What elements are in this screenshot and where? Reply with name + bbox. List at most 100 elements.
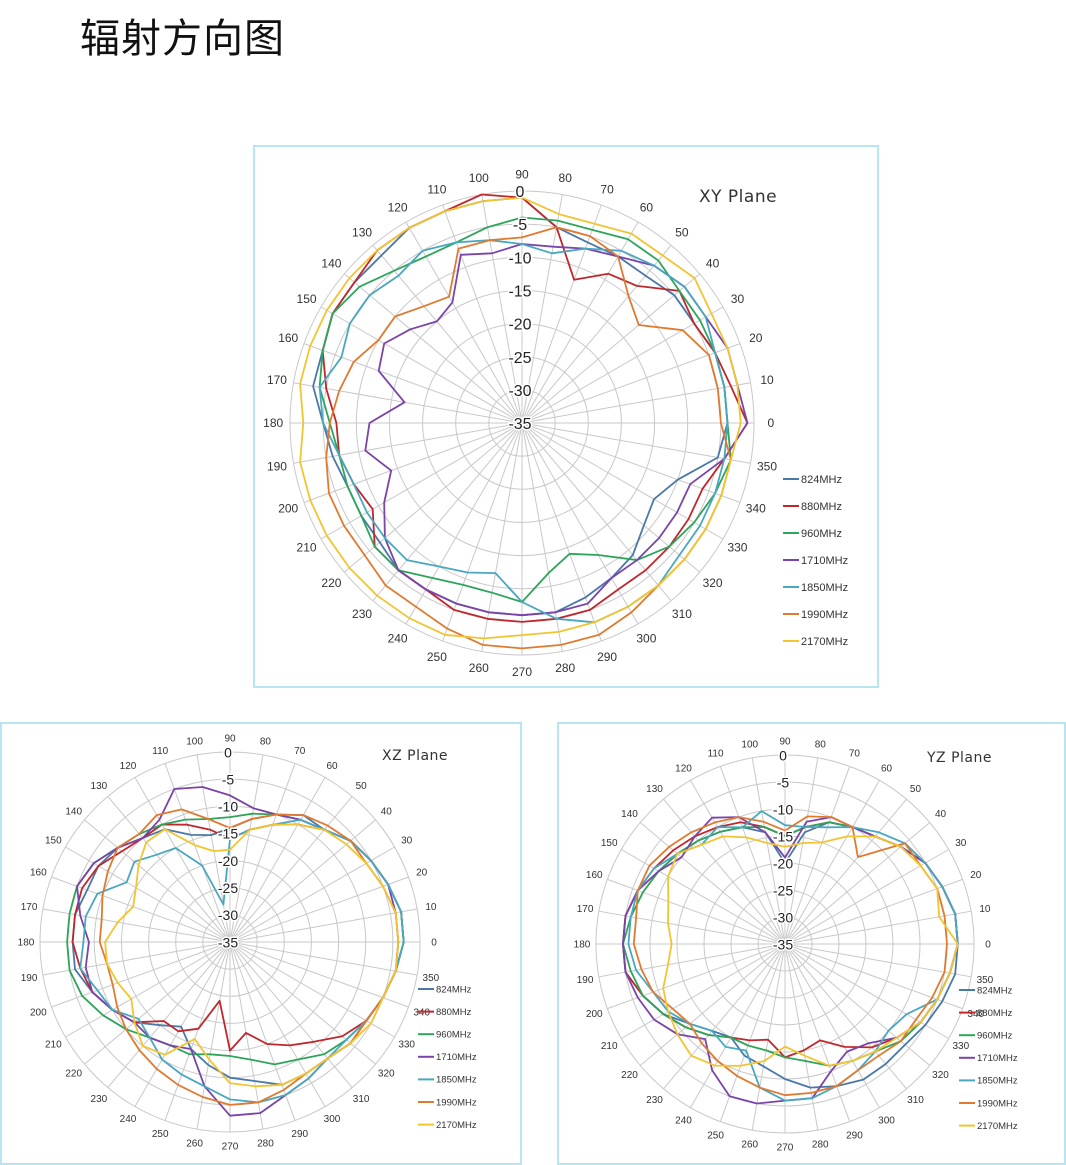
angle-tick-label: 100 xyxy=(741,740,758,751)
angle-tick-label: 40 xyxy=(706,256,720,270)
series-line-2170MHz xyxy=(662,835,959,1067)
grid-spoke xyxy=(751,757,786,945)
angle-tick-label: 310 xyxy=(353,1094,370,1105)
grid-spoke xyxy=(229,908,418,943)
grid-spoke xyxy=(372,244,523,424)
legend-label: 824MHz xyxy=(977,985,1013,996)
angle-tick-label: 70 xyxy=(294,746,306,757)
grid-spoke xyxy=(784,878,963,945)
grid-spoke xyxy=(598,910,786,945)
grid-spoke xyxy=(51,876,231,943)
angle-tick-label: 290 xyxy=(291,1129,308,1140)
grid-spoke xyxy=(303,343,523,424)
angle-tick-label: 0 xyxy=(985,940,991,951)
grid-spoke xyxy=(521,343,741,424)
chart-title: XY Plane xyxy=(699,187,777,207)
angle-tick-label: 100 xyxy=(469,171,489,185)
radial-tick-label: 0 xyxy=(779,747,787,763)
angle-tick-label: 0 xyxy=(767,416,774,430)
angle-tick-label: 280 xyxy=(257,1138,274,1149)
grid-spoke xyxy=(343,273,523,424)
angle-tick-label: 300 xyxy=(878,1115,895,1126)
grid-spoke xyxy=(521,273,701,424)
angle-tick-label: 40 xyxy=(935,809,947,820)
angle-tick-label: 350 xyxy=(757,459,777,473)
angle-tick-label: 340 xyxy=(967,1009,984,1020)
grid-spoke xyxy=(229,941,326,1107)
angle-tick-label: 60 xyxy=(640,201,654,215)
legend-label: 880MHz xyxy=(801,501,842,513)
angle-tick-label: 20 xyxy=(749,331,763,345)
radial-tick-label: 0 xyxy=(224,744,232,760)
angle-tick-label: 20 xyxy=(416,868,428,879)
grid-spoke xyxy=(229,941,264,1130)
angle-tick-label: 150 xyxy=(45,836,62,847)
radial-tick-label: -35 xyxy=(508,416,531,433)
angle-tick-label: 320 xyxy=(932,1070,949,1081)
angle-tick-label: 160 xyxy=(278,331,298,345)
radial-tick-label: -10 xyxy=(773,801,793,817)
angle-tick-label: 240 xyxy=(388,632,408,646)
angle-tick-label: 60 xyxy=(326,761,338,772)
angle-tick-label: 350 xyxy=(423,973,440,984)
radial-tick-label: -5 xyxy=(513,217,527,234)
legend-label: 824MHz xyxy=(801,474,842,486)
grid-spoke xyxy=(42,941,231,976)
angle-tick-label: 220 xyxy=(621,1070,638,1081)
angle-tick-label: 240 xyxy=(120,1114,137,1125)
angle-tick-label: 250 xyxy=(707,1130,724,1141)
grid-spoke xyxy=(196,754,231,943)
xy-plane-chart: 0 10 20 30 40 50 60 70 80 90 100 110 120 130 140 150 160… xyxy=(253,145,879,688)
radial-tick-label: -30 xyxy=(773,909,793,925)
radial-tick-label: -35 xyxy=(773,936,793,952)
angle-tick-label: 210 xyxy=(601,1041,618,1052)
grid-spoke xyxy=(481,194,523,424)
angle-tick-label: 280 xyxy=(812,1139,829,1150)
grid-spoke xyxy=(84,941,231,1065)
radial-tick-label: -30 xyxy=(218,907,238,923)
legend: 824MHz 880MHz 960MHz 1710MHz 1850MHz 1990MHz 2… xyxy=(783,474,848,648)
angle-tick-label: 200 xyxy=(586,1009,603,1020)
legend: 824MHz 880MHz 960MHz 1710MHz 1850MHz 1990MHz 2… xyxy=(959,985,1018,1132)
angle-tick-label: 260 xyxy=(186,1138,203,1149)
legend-label: 960MHz xyxy=(977,1031,1013,1042)
angle-tick-label: 170 xyxy=(21,902,38,913)
angle-tick-label: 50 xyxy=(910,784,922,795)
angle-tick-label: 350 xyxy=(977,975,994,986)
grid-spoke xyxy=(784,766,851,945)
legend-label: 960MHz xyxy=(801,528,842,540)
angle-tick-label: 120 xyxy=(388,201,408,215)
radial-tick-label: -15 xyxy=(218,826,238,842)
legend: 824MHz 880MHz 960MHz 1710MHz 1850MHz 1990MHz 2… xyxy=(418,984,477,1131)
grid-spoke xyxy=(719,943,786,1122)
angle-tick-label: 40 xyxy=(381,806,393,817)
legend-label: 1850MHz xyxy=(436,1075,477,1086)
angle-tick-label: 190 xyxy=(267,459,287,473)
angle-tick-label: 30 xyxy=(731,292,745,306)
chart-title: XZ Plane xyxy=(382,748,448,764)
grid-spoke xyxy=(229,941,353,1088)
angle-tick-label: 340 xyxy=(413,1007,430,1018)
angle-tick-label: 100 xyxy=(186,737,203,748)
radial-tick-label: -25 xyxy=(508,350,531,367)
radial-tick-label: -20 xyxy=(218,853,238,869)
grid-spoke xyxy=(320,306,523,424)
legend-label: 1710MHz xyxy=(436,1052,477,1063)
radial-tick-label: -30 xyxy=(508,383,531,400)
angle-tick-label: 130 xyxy=(646,784,663,795)
angle-tick-label: 10 xyxy=(425,902,437,913)
radial-tick-label: -15 xyxy=(773,828,793,844)
grid-spoke xyxy=(229,754,264,943)
grid-spoke xyxy=(229,941,395,1038)
angle-tick-label: 50 xyxy=(675,226,689,240)
grid-spoke xyxy=(521,204,602,424)
radial-tick-label: -10 xyxy=(508,250,531,267)
grid-spoke xyxy=(42,908,231,943)
grid-spoke xyxy=(663,798,786,945)
angle-tick-label: 70 xyxy=(849,749,861,760)
grid-spoke xyxy=(164,763,231,943)
radial-tick-label: -35 xyxy=(218,934,238,950)
grid-spoke xyxy=(65,941,231,1038)
xz-plane-plot: 0 10 20 30 40 50 60 70 80 90 100 110 120 130 140 150 160… xyxy=(18,734,477,1153)
grid-spoke xyxy=(521,422,639,625)
